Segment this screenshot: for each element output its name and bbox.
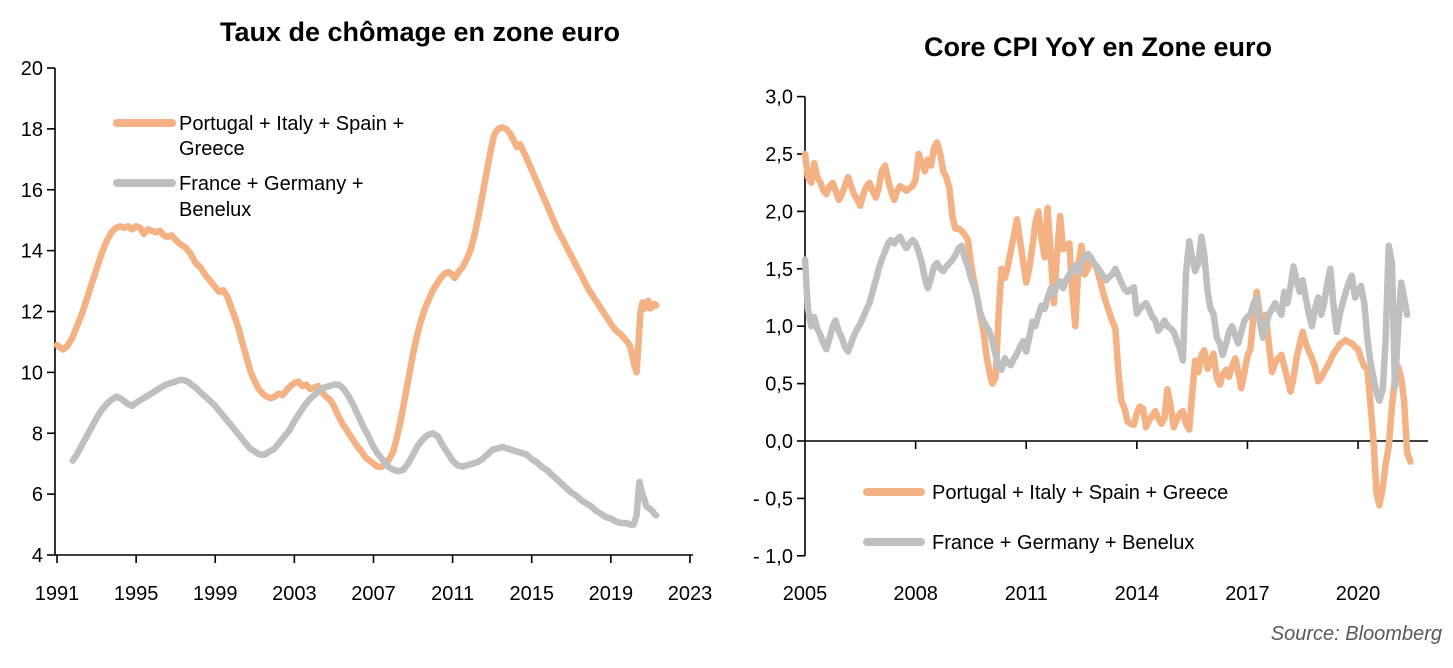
right-legend-label-peripherals: Portugal + Italy + Spain + Greece	[932, 482, 1229, 504]
x-tick-label: 1999	[193, 583, 238, 605]
series-line-peripherals-chart1	[801, 139, 1414, 509]
y-tick-label: 1,0	[765, 316, 793, 338]
y-tick-label: 12	[21, 302, 43, 324]
y-tick-label: 14	[21, 241, 43, 263]
x-tick-label: 2019	[589, 583, 634, 605]
legend-line-peripherals-icon	[113, 119, 176, 127]
x-tick-label: 2015	[509, 583, 554, 605]
x-tick-label: 2014	[1115, 583, 1160, 605]
x-tick-label: 2023	[668, 583, 713, 605]
y-tick-label: 2,5	[765, 144, 793, 166]
y-tick-label: 1,5	[765, 259, 793, 281]
legend-line-core-icon	[113, 179, 176, 187]
left-legend-label-peripherals-line2: Greece	[179, 138, 245, 160]
x-tick-label: 2008	[893, 583, 938, 605]
y-tick-label: 8	[32, 423, 43, 445]
right-chart-title: Core CPI YoY en Zone euro	[923, 32, 1273, 62]
y-tick-label: 4	[32, 545, 43, 567]
y-tick-label: 16	[21, 180, 43, 202]
right-legend-label-core: France + Germany + Benelux	[932, 532, 1195, 554]
x-tick-label: 2005	[783, 583, 828, 605]
left-legend-label-core-line2: Benelux	[179, 199, 252, 221]
legend-line-peripherals-icon	[863, 488, 925, 496]
x-tick-label: 1995	[114, 583, 159, 605]
y-tick-label: 20	[21, 58, 43, 80]
y-tick-label: 18	[21, 119, 43, 141]
y-tick-label: - 0,5	[753, 488, 793, 510]
y-tick-label: 10	[21, 362, 43, 384]
source-note: Source: Bloomberg	[1270, 623, 1442, 645]
y-tick-label: 6	[32, 484, 43, 506]
x-tick-label: 2011	[1005, 583, 1048, 605]
x-tick-label: 2007	[351, 583, 396, 605]
x-tick-label: 2017	[1225, 583, 1270, 605]
y-tick-label: 2,0	[765, 201, 793, 223]
series-line-core-chart1	[801, 233, 1411, 405]
x-tick-label: 2020	[1336, 583, 1381, 605]
left-legend-label-peripherals-line1: Portugal + Italy + Spain +	[179, 113, 405, 135]
y-tick-label: - 1,0	[753, 546, 793, 568]
y-tick-label: 0,0	[765, 431, 793, 453]
series-line-core-chart0	[69, 376, 660, 528]
y-tick-label: 3,0	[765, 87, 793, 109]
legend-line-core-icon	[863, 538, 925, 546]
x-tick-label: 2011	[431, 583, 474, 605]
x-tick-label: 1991	[35, 583, 80, 605]
y-tick-label: 0,5	[765, 374, 793, 396]
left-chart-title: Taux de chômage en zone euro	[219, 17, 621, 47]
x-tick-label: 2003	[272, 583, 317, 605]
left-legend-label-core-line1: France + Germany +	[179, 173, 364, 195]
